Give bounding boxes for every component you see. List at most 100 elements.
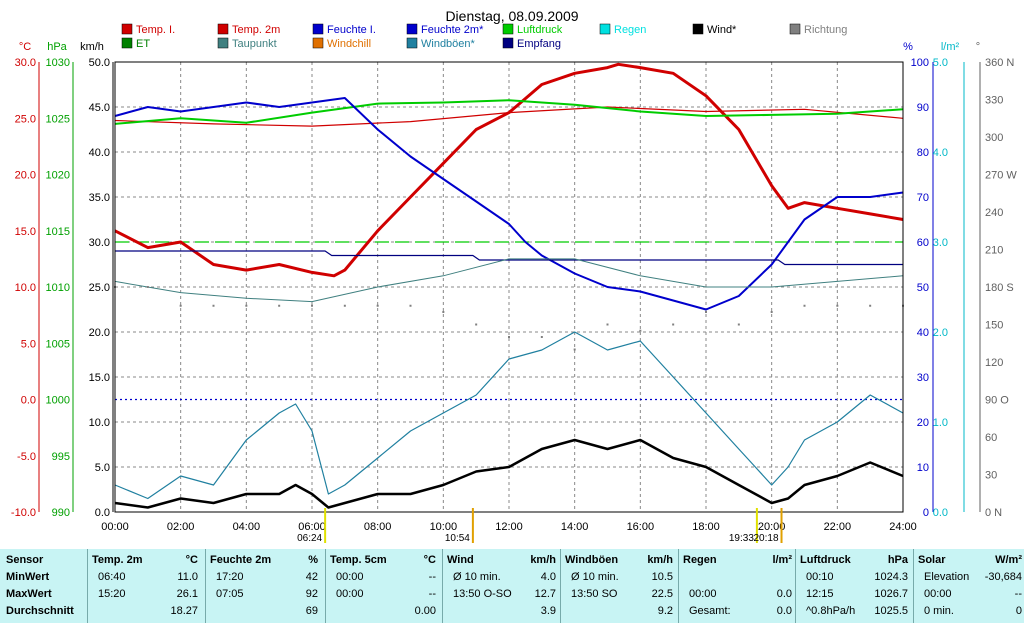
- series-line: [114, 97, 904, 311]
- direction-point: [409, 304, 412, 307]
- tick-left-km-h: 0.0: [95, 507, 110, 519]
- table-cell-time: 00:10: [806, 571, 834, 583]
- x-event-label: 06:24: [297, 533, 322, 544]
- series-richtung: [114, 286, 904, 351]
- x-tick-label: 24:00: [889, 521, 917, 533]
- direction-point: [869, 304, 872, 307]
- tick-left-hpa: 1000: [46, 395, 70, 407]
- x-axis-ticks: 00:00 02:00 04:00 06:00 08:00 10:00 12:00 14:00…: [101, 521, 917, 533]
- series-feuchte-2m: [114, 97, 904, 311]
- legend-swatch: [312, 37, 324, 49]
- legend-swatch: [406, 23, 418, 35]
- legend-swatch: [789, 23, 801, 35]
- series-line: [114, 106, 904, 127]
- tick-left-hpa: 995: [52, 451, 70, 463]
- tick-left-c: 25.0: [15, 113, 36, 125]
- axis-unit-right-deg: °: [976, 41, 980, 53]
- x-tick-label: 12:00: [495, 521, 523, 533]
- table-header-unit: W/m²: [995, 554, 1022, 566]
- table-column-divider: [678, 549, 679, 623]
- table-cell-time: Ø 10 min.: [571, 571, 619, 583]
- tick-right-deg: 300: [985, 132, 1003, 144]
- x-tick-label: 08:00: [364, 521, 392, 533]
- tick-left-hpa: 1025: [46, 113, 70, 125]
- series-line: [115, 250, 903, 266]
- tick-right-deg: 90: [917, 102, 929, 114]
- legend-swatch: [217, 23, 229, 35]
- legend-item-regen: Regen: [599, 23, 646, 36]
- legend-label: Feuchte I.: [327, 24, 376, 36]
- right-axis-ticks: 10090807060504030201005.04.03.02.01.00.0…: [911, 57, 1018, 519]
- direction-point: [212, 304, 215, 307]
- direction-point: [803, 304, 806, 307]
- table-row-label-durchschnitt: Durchschnitt: [6, 605, 74, 617]
- tick-right-deg: 50: [917, 282, 929, 294]
- legend-item-temp-2m: Temp. 2m: [217, 23, 280, 36]
- table-column-divider: [560, 549, 561, 623]
- tick-left-km-h: 5.0: [95, 462, 110, 474]
- tick-left-km-h: 40.0: [89, 147, 110, 159]
- tick-right-deg: 30: [917, 372, 929, 384]
- tick-right-deg: 30: [985, 470, 997, 482]
- legend-label: Temp. I.: [136, 24, 175, 36]
- table-cell-time: ^0.8hPa/h: [806, 605, 856, 617]
- tick-right-l-m: 2.0: [933, 327, 948, 339]
- legend-label: Regen: [614, 24, 646, 36]
- series-line: [114, 438, 904, 509]
- tick-left-hpa: 1030: [46, 57, 70, 69]
- legend-swatch: [217, 37, 229, 49]
- table-header-unit: l/m²: [772, 554, 792, 566]
- table-cell-time: Gesamt:: [689, 605, 731, 617]
- tick-right-deg: 80: [917, 147, 929, 159]
- tick-right-l-m: 3.0: [933, 237, 948, 249]
- tick-right-deg: 60: [917, 237, 929, 249]
- x-tick-label: 18:00: [692, 521, 720, 533]
- table-cell-value: 0.0: [776, 605, 792, 617]
- legend-swatch: [406, 37, 418, 49]
- legend-swatch: [121, 23, 133, 35]
- table-header-unit: %: [308, 554, 318, 566]
- table-cell-value: 1026.7: [874, 588, 908, 600]
- table-column-divider: [87, 549, 88, 623]
- legend: Temp. I. Temp. 2m Feuchte I. Feuchte 2m* Luf…: [121, 23, 847, 50]
- tick-left-c: -5.0: [17, 451, 36, 463]
- table-cell-value: 18.27: [170, 605, 198, 617]
- table-cell-time: 00:00: [336, 588, 364, 600]
- x-event-label: 19:33: [729, 533, 754, 544]
- tick-right-deg: 40: [917, 327, 929, 339]
- table-cell-value: 9.2: [657, 605, 673, 617]
- plot-frame: [114, 61, 904, 513]
- tick-right-deg: 240: [985, 207, 1003, 219]
- series-wind: [114, 438, 904, 509]
- direction-point: [639, 329, 642, 332]
- table-cell-value: 26.1: [176, 588, 198, 600]
- table-column-divider: [442, 549, 443, 623]
- tick-right-deg: 210: [985, 245, 1003, 257]
- legend-swatch: [121, 37, 133, 49]
- table-cell-value: 69: [305, 605, 318, 617]
- x-tick-label: 02:00: [167, 521, 195, 533]
- tick-left-km-h: 15.0: [89, 372, 110, 384]
- legend-item-luftdruck: Luftdruck: [502, 23, 563, 36]
- axis-unit-left-hpa: hPa: [47, 41, 67, 53]
- tick-right-l-m: 1.0: [933, 417, 948, 429]
- legend-item-empfang: Empfang: [502, 37, 561, 50]
- table-cell-value: 11.0: [177, 571, 198, 583]
- direction-point: [606, 323, 609, 326]
- table-column-divider: [913, 549, 914, 623]
- table-column-divider: [795, 549, 796, 623]
- table-cell-time: 0 min.: [924, 605, 954, 617]
- tick-left-km-h: 30.0: [89, 237, 110, 249]
- x-tick-label: 16:00: [627, 521, 655, 533]
- table-header-regen: Regen: [683, 554, 717, 566]
- legend-label: Richtung: [804, 24, 847, 36]
- series-line: [114, 62, 904, 278]
- tick-right-deg: 60: [985, 432, 997, 444]
- tick-left-hpa: 1010: [46, 282, 70, 294]
- direction-point: [311, 304, 313, 307]
- table-header-unit: km/h: [530, 554, 556, 566]
- tick-right-l-m: 5.0: [933, 57, 948, 69]
- tick-left-hpa: 1015: [46, 226, 70, 238]
- legend-item-windchill: Windchill: [312, 37, 371, 50]
- stats-table: Sensor Temp. 2m °C Feuchte 2m% Temp. 5cm °C Wi…: [0, 549, 1024, 623]
